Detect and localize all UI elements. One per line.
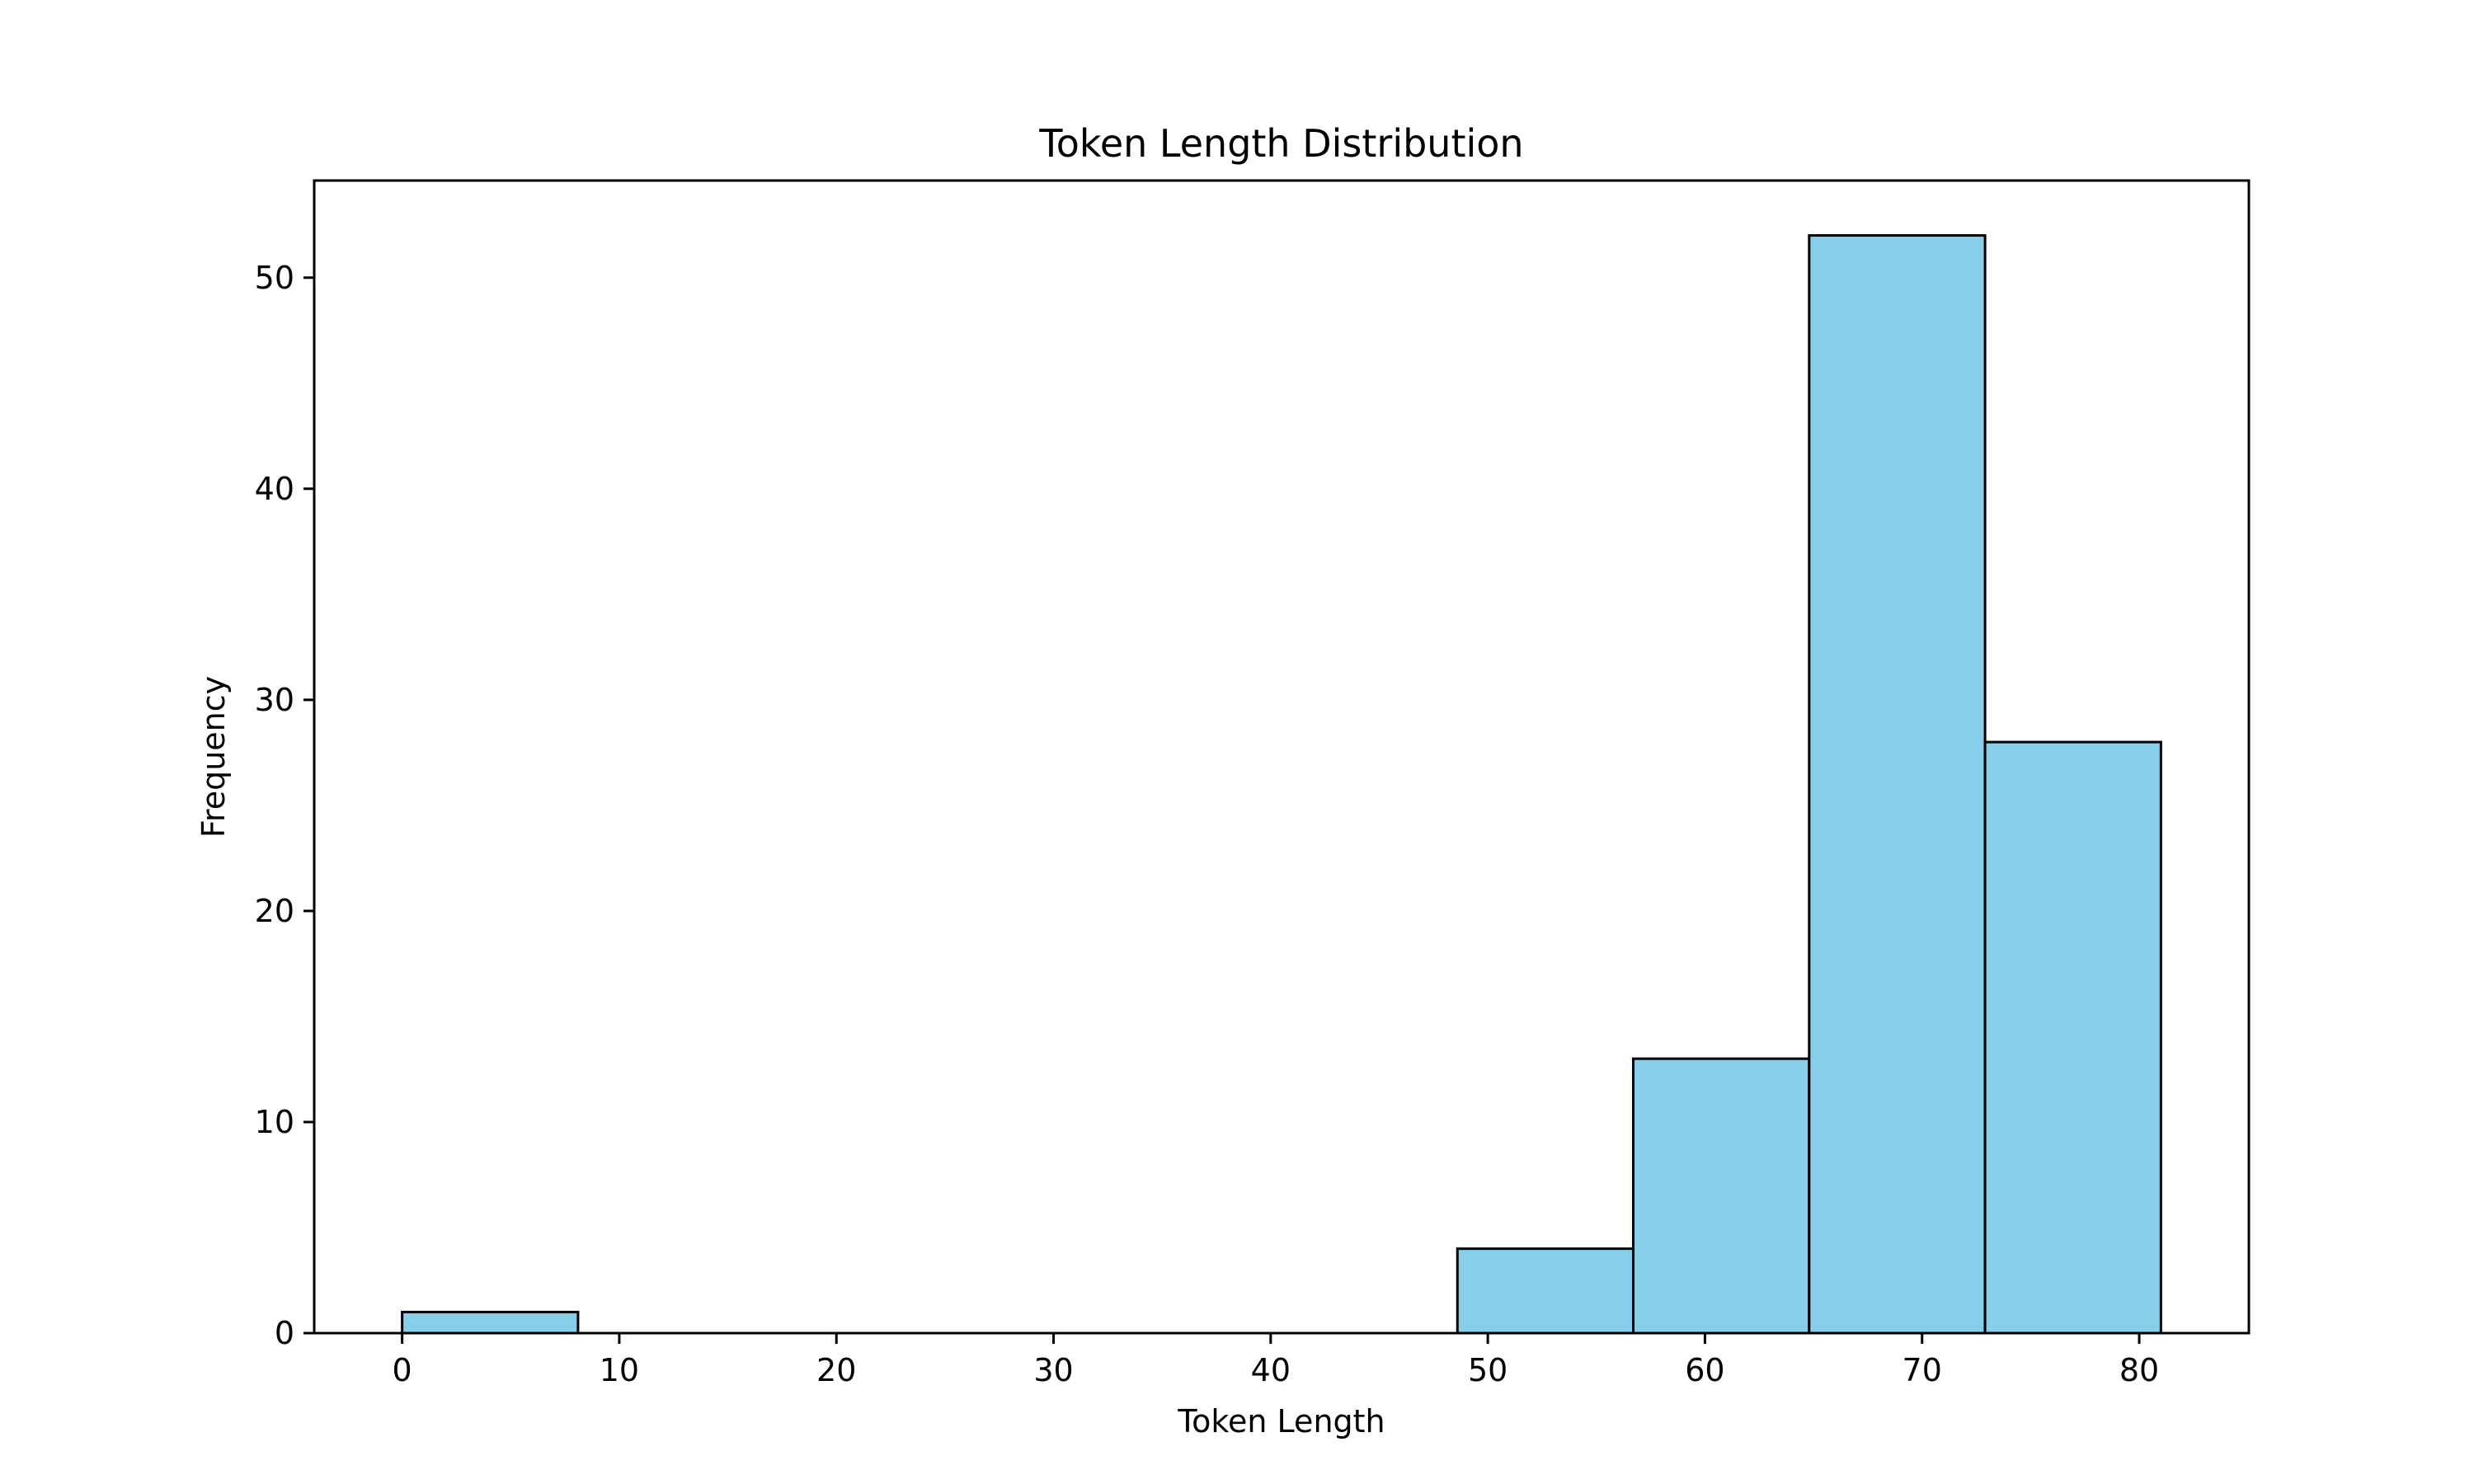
y-tick-label: 0 [275, 1315, 294, 1351]
histogram-bar [1983, 740, 2162, 1335]
y-tick-label: 40 [255, 471, 294, 507]
x-tick-label: 0 [393, 1352, 412, 1388]
y-tick-label: 50 [255, 260, 294, 296]
x-tick-label: 70 [1903, 1352, 1942, 1388]
x-axis-ticks: 0 10 20 30 40 50 60 70 80 [393, 1333, 2159, 1388]
x-tick-label: 10 [600, 1352, 639, 1388]
x-tick-label: 60 [1685, 1352, 1724, 1388]
x-tick-label: 80 [2119, 1352, 2159, 1388]
bars-group [401, 234, 2162, 1335]
histogram-bar [1808, 234, 1987, 1335]
y-tick-label: 20 [255, 893, 294, 929]
histogram-bar [1632, 1057, 1811, 1335]
x-tick-label: 30 [1033, 1352, 1073, 1388]
x-tick-label: 40 [1251, 1352, 1291, 1388]
y-axis-label: Frequency [195, 676, 232, 838]
histogram-bar [401, 1310, 580, 1335]
plot-frame [313, 179, 2251, 1335]
x-tick-label: 50 [1468, 1352, 1507, 1388]
x-tick-label: 20 [816, 1352, 856, 1388]
y-axis-ticks: 0 10 20 30 40 50 [255, 260, 314, 1351]
x-axis-label: Token Length [1177, 1403, 1385, 1439]
histogram-bar [1456, 1247, 1635, 1335]
y-tick-label: 10 [255, 1104, 294, 1140]
y-tick-label: 30 [255, 682, 294, 718]
chart-title: Token Length Distribution [1038, 121, 1523, 166]
